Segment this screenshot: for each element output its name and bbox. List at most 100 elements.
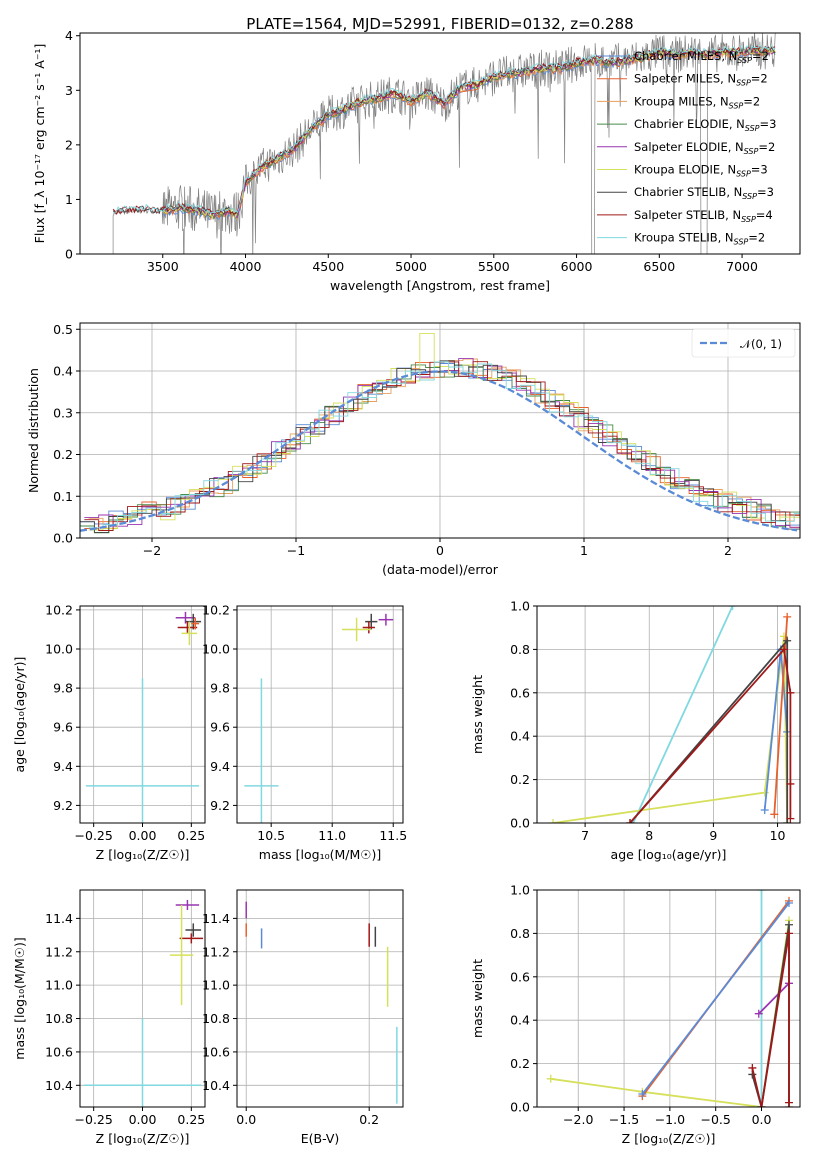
y-tick-label: 0.4 xyxy=(510,1013,530,1028)
y-tick-label: 10.0 xyxy=(45,642,73,657)
y-tick-label: 0.2 xyxy=(510,1056,530,1071)
x-tick-label: 5500 xyxy=(478,259,510,274)
weight-marker xyxy=(757,890,766,894)
x-tick-label: 2 xyxy=(724,543,732,558)
legend-entry: Kroupa ELODIE, NSSP=3 xyxy=(634,163,768,179)
plot-area-spectrum xyxy=(112,33,776,254)
weight-line xyxy=(751,933,790,1107)
y-tick-label: 1.0 xyxy=(510,883,530,898)
y-tick-label: 10.2 xyxy=(202,602,230,617)
x-tick-label: 11.0 xyxy=(318,828,346,843)
weight-marker xyxy=(760,805,769,814)
x-tick-label: 0.00 xyxy=(129,828,157,843)
x-tick-label: 1 xyxy=(580,543,588,558)
x-tick-label: 7000 xyxy=(726,259,758,274)
legend-entry: Kroupa MILES, NSSP=2 xyxy=(634,94,760,110)
weight-marker xyxy=(638,1089,647,1098)
weight-marker xyxy=(786,779,795,788)
panel-age_vs_mass: 10.5 11.0 11.5 9.2 9.4 9.6 9.8 10.0 10.2 mass [lo… xyxy=(202,602,407,862)
y-tick-label: 4 xyxy=(65,28,73,43)
legend: 𝒩(0, 1) xyxy=(691,328,796,358)
weight-marker xyxy=(770,810,779,819)
weight-marker xyxy=(760,788,769,797)
x-tick-label: 7 xyxy=(581,828,589,843)
panel-age_vs_z: −0.25 0.00 0.25 9.2 9.4 9.6 9.8 10.0 10.2 Z [log₁… xyxy=(12,602,206,862)
y-tick-label: 0.2 xyxy=(53,447,73,462)
plot-area-age_vs_mass xyxy=(244,613,394,823)
legend: Chabrier MILES, NSSP=2 Salpeter MILES, NS… xyxy=(597,49,776,247)
model-spectrum-chabrier-stelib xyxy=(112,45,776,216)
x-tick-label: 8 xyxy=(645,828,653,843)
y-tick-label: 2 xyxy=(65,137,73,152)
y-tick-label: 9.6 xyxy=(210,720,230,735)
x-axis-label: wavelength [Angstrom, rest frame] xyxy=(330,278,550,293)
legend-entry: Chabrier ELODIE, NSSP=3 xyxy=(634,117,776,133)
x-tick-label: −2.0 xyxy=(563,1112,593,1127)
x-axis-label: Z [log₁₀(Z/Z☉)] xyxy=(96,847,190,862)
y-tick-label: 3 xyxy=(65,83,73,98)
y-tick-label: 9.4 xyxy=(210,759,230,774)
y-axis-label: age [log₁₀(age/yr)] xyxy=(12,657,27,773)
x-tick-label: −1 xyxy=(287,543,305,558)
y-tick-label: 0.0 xyxy=(510,1100,530,1115)
y-tick-label: 10.0 xyxy=(202,642,230,657)
y-axis-label: Flux [f_λ 10⁻¹⁷ erg cm⁻² s⁻¹ A⁻¹] xyxy=(32,44,47,244)
x-tick-label: 10 xyxy=(770,828,786,843)
y-tick-label: 0.2 xyxy=(510,772,530,787)
y-tick-label: 0.0 xyxy=(53,531,73,546)
panel-mass_weight_vs_z: −2.0 −1.5 −1.0 −0.5 0.0 0.0 0.2 0.4 0.6 0.8 1.0 Z [… xyxy=(470,883,801,1146)
x-tick-label: 6500 xyxy=(643,259,675,274)
normal-curve xyxy=(80,370,798,532)
y-tick-label: 0.5 xyxy=(53,322,73,337)
y-axis-label: mass weight xyxy=(470,675,485,754)
y-tick-label: 9.4 xyxy=(53,759,73,774)
legend-box xyxy=(691,328,796,358)
plot-area-mass_vs_ebv xyxy=(245,901,398,1104)
weight-line xyxy=(641,902,790,1095)
panel-mass_vs_ebv: 0.0 0.2 10.4 10.6 10.8 11.0 11.2 11.4 E(B-V) xyxy=(202,889,404,1146)
figure-title: PLATE=1564, MJD=52991, FIBERID=0132, z=0… xyxy=(246,15,633,33)
x-tick-label: 0.25 xyxy=(177,1112,205,1127)
y-tick-label: 10.8 xyxy=(202,1011,230,1026)
histogram-kroupa-stelib xyxy=(88,361,800,529)
x-tick-label: 11.5 xyxy=(379,828,407,843)
y-tick-label: 9.2 xyxy=(210,798,230,813)
panel-spectrum: 3500 4000 4500 5000 5500 6000 6500 7000 0 1 2 3 4 wav… xyxy=(32,28,801,293)
x-tick-label: −0.25 xyxy=(75,828,113,843)
axes-frame xyxy=(236,889,404,1108)
x-tick-label: 0 xyxy=(436,543,444,558)
y-tick-label: 0 xyxy=(65,247,73,262)
weight-marker xyxy=(783,819,792,823)
y-axis-label: Normed distribution xyxy=(26,368,41,493)
y-tick-label: 1 xyxy=(65,192,73,207)
y-tick-label: 10.4 xyxy=(202,1078,230,1093)
panel-mass_weight_vs_age: 7 8 9 10 0.0 0.2 0.4 0.6 0.8 1.0 age [log₁₀(age/yr… xyxy=(470,599,801,862)
x-tick-label: 10.5 xyxy=(257,828,285,843)
legend-entry: Chabrier STELIB, NSSP=3 xyxy=(634,185,774,201)
weight-line xyxy=(632,606,734,823)
weight-marker xyxy=(786,814,795,823)
histogram-chabrier-elodie xyxy=(80,364,800,534)
x-tick-label: 6000 xyxy=(561,259,593,274)
histogram-kroupa-elodie xyxy=(88,332,800,531)
weight-marker xyxy=(785,1098,794,1107)
weight-marker xyxy=(546,1074,555,1083)
y-tick-label: 1.0 xyxy=(510,599,530,614)
plot-area-mass_weight_vs_z xyxy=(546,890,794,1107)
x-axis-label: (data-model)/error xyxy=(382,562,499,577)
x-tick-label: 4500 xyxy=(312,259,344,274)
x-tick-label: 3500 xyxy=(147,259,179,274)
legend-entry: Kroupa STELIB, NSSP=2 xyxy=(634,231,765,247)
y-tick-label: 0.4 xyxy=(510,729,530,744)
plot-area-mass_vs_z xyxy=(83,900,204,1107)
y-tick-label: 0.6 xyxy=(510,685,530,700)
y-tick-label: 11.2 xyxy=(45,944,73,959)
y-tick-label: 11.4 xyxy=(45,911,73,926)
y-tick-label: 0.8 xyxy=(510,642,530,657)
weight-marker xyxy=(785,899,794,908)
axes-frame xyxy=(536,605,801,824)
weight-marker xyxy=(626,819,635,823)
y-tick-label: 10.2 xyxy=(45,602,73,617)
weight-marker xyxy=(757,1103,766,1107)
weight-marker xyxy=(748,1063,757,1072)
